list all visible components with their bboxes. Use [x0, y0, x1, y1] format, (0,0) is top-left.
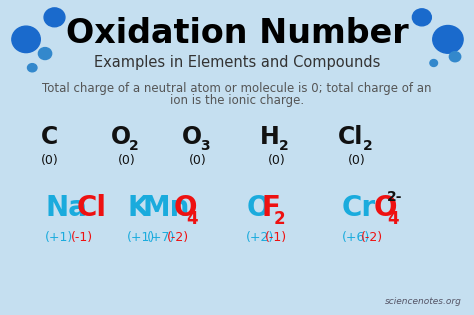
- Text: (0): (0): [189, 154, 207, 167]
- Text: 2: 2: [279, 140, 288, 153]
- Text: C: C: [41, 125, 58, 149]
- Text: (-2): (-2): [167, 231, 189, 244]
- Ellipse shape: [412, 9, 431, 26]
- Text: (0): (0): [118, 154, 136, 167]
- Text: (+2): (+2): [246, 231, 274, 244]
- Text: (0): (0): [267, 154, 285, 167]
- Text: 2: 2: [274, 210, 286, 228]
- Ellipse shape: [44, 8, 65, 27]
- Text: H: H: [260, 125, 280, 149]
- Text: Total charge of a neutral atom or molecule is 0; total charge of an: Total charge of a neutral atom or molecu…: [42, 82, 432, 95]
- Text: O: O: [111, 125, 131, 149]
- Ellipse shape: [12, 26, 40, 53]
- Ellipse shape: [449, 52, 461, 62]
- Text: O: O: [173, 194, 197, 222]
- Ellipse shape: [433, 26, 463, 53]
- Text: Oxidation Number: Oxidation Number: [66, 17, 408, 49]
- Text: (0): (0): [347, 154, 365, 167]
- Text: O: O: [182, 125, 202, 149]
- Text: (+7): (+7): [147, 231, 175, 244]
- Text: (-2): (-2): [361, 231, 383, 244]
- Text: Na: Na: [45, 194, 87, 222]
- Text: O: O: [246, 194, 270, 222]
- Text: 3: 3: [200, 140, 210, 153]
- Text: 4: 4: [186, 210, 198, 228]
- Text: (+1): (+1): [127, 231, 155, 244]
- Text: K: K: [128, 194, 149, 222]
- Text: Examples in Elements and Compounds: Examples in Elements and Compounds: [94, 55, 380, 71]
- Text: Cr: Cr: [341, 194, 375, 222]
- Text: 4: 4: [387, 210, 399, 228]
- Ellipse shape: [27, 64, 37, 72]
- Text: 2-: 2-: [387, 190, 403, 204]
- Text: sciencenotes.org: sciencenotes.org: [385, 297, 462, 306]
- Text: 2: 2: [363, 140, 372, 153]
- Text: (-1): (-1): [264, 231, 287, 244]
- Text: (0): (0): [41, 154, 59, 167]
- Text: ion is the ionic charge.: ion is the ionic charge.: [170, 94, 304, 107]
- Text: 2: 2: [129, 140, 138, 153]
- Ellipse shape: [430, 60, 438, 66]
- Ellipse shape: [38, 48, 52, 60]
- Text: Cl: Cl: [338, 125, 364, 149]
- Text: Cl: Cl: [76, 194, 106, 222]
- Text: Mn: Mn: [142, 194, 190, 222]
- Text: O: O: [374, 194, 397, 222]
- Text: (-1): (-1): [71, 231, 93, 244]
- Text: (+1): (+1): [45, 231, 73, 244]
- Text: F: F: [262, 194, 281, 222]
- Text: (+6): (+6): [342, 231, 371, 244]
